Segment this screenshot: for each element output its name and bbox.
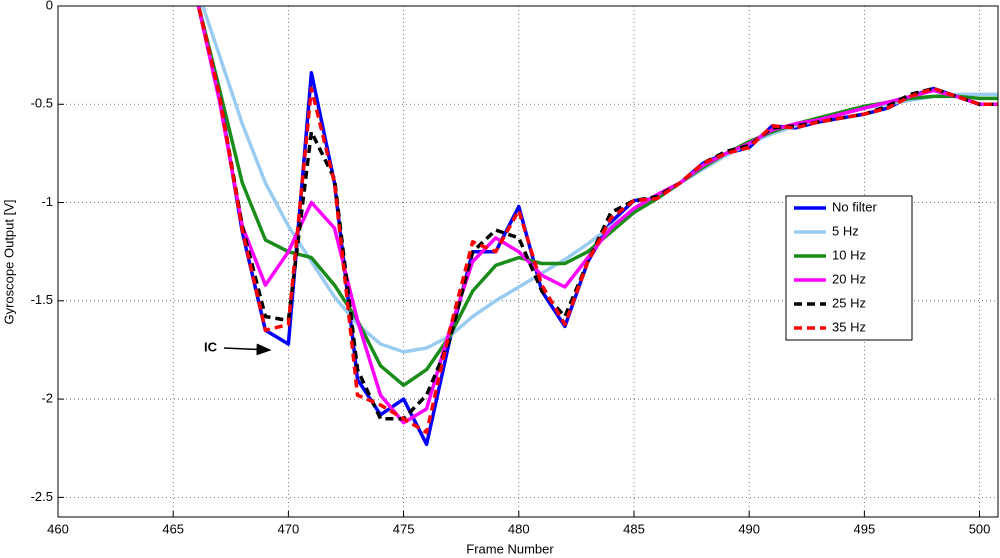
x-tick-label: 465 (162, 521, 184, 536)
annotation-arrow (223, 343, 272, 356)
annotation-text: IC (204, 339, 218, 354)
y-axis-label: Gyroscope Output [V] (1, 199, 16, 324)
y-tick-label: -2 (41, 391, 53, 406)
series-line (196, 6, 998, 435)
legend-label: 20 Hz (832, 271, 866, 286)
axes-box (57, 5, 999, 518)
legend-label: 25 Hz (832, 295, 866, 310)
legend-box (785, 195, 913, 341)
x-tick-label: 500 (969, 521, 991, 536)
y-tick-label: 0 (46, 0, 53, 12)
x-tick-label: 485 (623, 521, 645, 536)
x-tick-label: 495 (854, 521, 876, 536)
x-tick-label: 475 (393, 521, 415, 536)
y-tick-label: -1.5 (31, 292, 53, 307)
legend-label: 10 Hz (832, 247, 866, 262)
y-tick-label: -2.5 (31, 489, 53, 504)
y-tick-label: -1 (41, 194, 53, 209)
legend-label: 5 Hz (832, 223, 859, 238)
legend-label: 35 Hz (832, 319, 866, 334)
x-axis-label: Frame Number (466, 541, 554, 556)
x-tick-label: 490 (738, 521, 760, 536)
legend-label: No filter (832, 199, 877, 214)
plot-lines (196, 6, 998, 447)
y-tick-label: -0.5 (31, 96, 53, 111)
x-tick-label: 480 (508, 521, 530, 536)
x-tick-label: 470 (278, 521, 300, 536)
x-tick-label: 460 (47, 521, 69, 536)
